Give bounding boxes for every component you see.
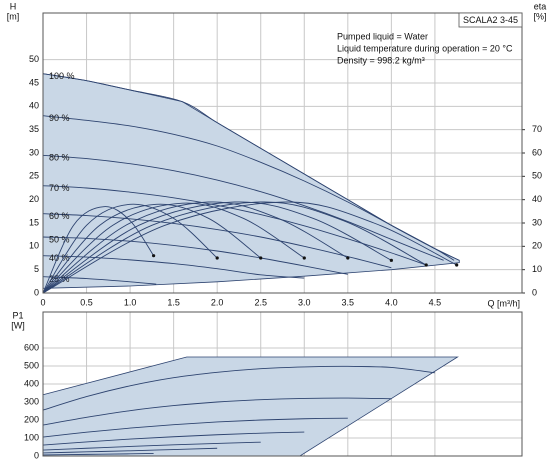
x-tick-label: 0.5 (80, 297, 93, 307)
plot-frame (42, 311, 523, 457)
y2-tick-label: 20 (532, 241, 542, 251)
curve (42, 453, 154, 456)
y-tick-label: 45 (29, 77, 39, 87)
efficiency-curve (42, 203, 218, 294)
efficiency-curve (42, 206, 154, 294)
y-tick-label: 200 (24, 414, 39, 424)
y-tick-label: 35 (29, 124, 39, 134)
y2-axis-label: eta (534, 1, 547, 11)
y-tick-label: 15 (29, 217, 39, 227)
efficiency-curve (42, 201, 349, 294)
curve-end-marker (424, 263, 428, 267)
y-tick-label: 5 (34, 264, 39, 274)
x-tick-label: 4.5 (429, 297, 442, 307)
curve (42, 397, 392, 426)
curve (42, 236, 348, 275)
y-tick-label: 100 (24, 432, 39, 442)
x-tick-label: 3.0 (298, 297, 311, 307)
curve-end-marker (302, 256, 306, 260)
curve (42, 417, 348, 438)
curve-label: 50 % (49, 234, 70, 244)
x-tick-label: 3.5 (342, 297, 355, 307)
curve-label: 60 % (49, 211, 70, 221)
y2-tick-label: 50 (532, 171, 542, 181)
curve-label: 70 % (49, 183, 70, 193)
y-tick-label: 600 (24, 342, 39, 352)
y2-tick-label: 60 (532, 147, 542, 157)
y2-tick-label: 40 (532, 194, 542, 204)
y2-tick-label: 70 (532, 124, 542, 134)
y-tick-label: 300 (24, 396, 39, 406)
x-tick-label: 1.5 (167, 297, 180, 307)
curve-end-marker (215, 256, 219, 260)
y-axis-label: P1 (12, 310, 23, 320)
efficiency-curve (42, 203, 261, 294)
x-tick-label: 1.0 (124, 297, 137, 307)
annotation: Density = 998.2 kg/m³ (337, 55, 425, 65)
annotation: Liquid temperature during operation = 20… (337, 43, 513, 53)
plot-frame (42, 12, 523, 294)
curve (42, 213, 392, 269)
y-tick-label: 25 (29, 171, 39, 181)
curve (42, 447, 218, 454)
y2-tick-label: 0 (532, 287, 537, 297)
curve (42, 185, 427, 266)
efficiency-curve (42, 201, 457, 294)
curve (42, 441, 261, 451)
curve-end-marker (152, 254, 156, 258)
annotation: Pumped liquid = Water (337, 31, 428, 41)
y-tick-label: 50 (29, 54, 39, 64)
curve-label: 40 % (49, 253, 70, 263)
curve-label: 80 % (49, 153, 70, 163)
curve (42, 431, 305, 446)
y-tick-label: 500 (24, 360, 39, 370)
y-tick-label: 400 (24, 378, 39, 388)
y-tick-label: 0 (34, 287, 39, 297)
curve-label: 90 % (49, 113, 70, 123)
x-axis-label: Q [m³/h] (487, 298, 520, 308)
y2-tick-label: 10 (532, 264, 542, 274)
x-tick-label: 4.0 (385, 297, 398, 307)
title-box (458, 12, 523, 28)
y-axis-unit: [W] (11, 320, 25, 330)
y-tick-label: 30 (29, 147, 39, 157)
chart-title: SCALA2 3-45 (463, 15, 518, 25)
y2-axis-unit: [%] (533, 11, 546, 21)
curve-label: 100 % (49, 71, 75, 81)
y-tick-label: 20 (29, 194, 39, 204)
curve (42, 115, 455, 261)
curve-end-marker (389, 258, 393, 262)
efficiency-curve (42, 201, 392, 294)
y-tick-label: 10 (29, 241, 39, 251)
x-tick-label: 0 (40, 297, 45, 307)
y-axis-label: H (10, 1, 17, 11)
curve (42, 276, 157, 285)
curve (42, 255, 305, 279)
x-tick-label: 2.5 (254, 297, 267, 307)
curve-end-marker (455, 263, 459, 267)
curve (42, 154, 444, 261)
efficiency-curve (42, 202, 305, 294)
y-tick-label: 40 (29, 101, 39, 111)
curve-end-marker (346, 256, 350, 260)
efficiency-curve (42, 201, 427, 294)
x-tick-label: 2.0 (211, 297, 224, 307)
curve (42, 365, 435, 411)
y-tick-label: 0 (34, 450, 39, 460)
curve-end-marker (259, 256, 263, 260)
y2-tick-label: 30 (532, 217, 542, 227)
y-axis-unit: [m] (7, 11, 20, 21)
